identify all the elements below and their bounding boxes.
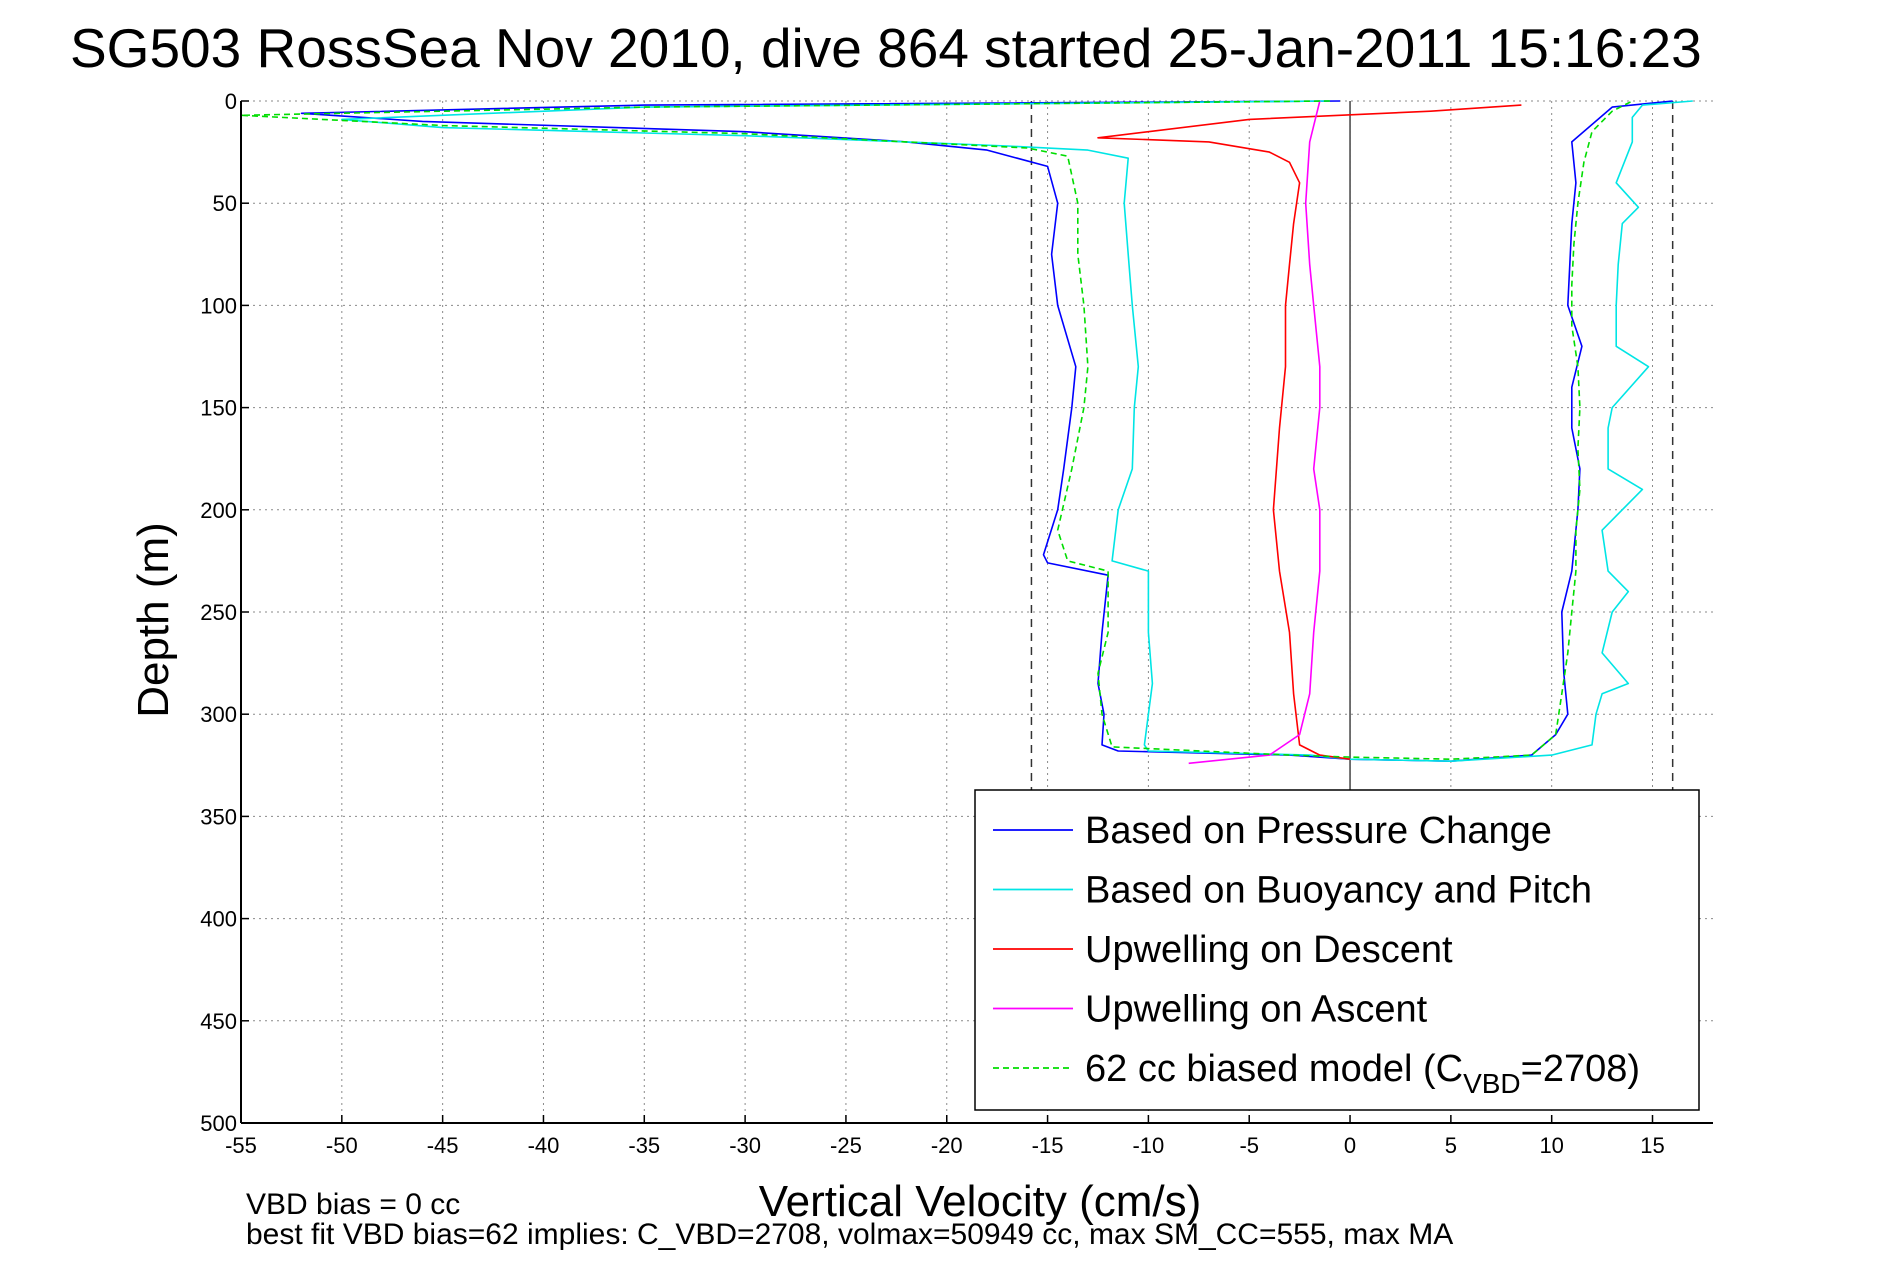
y-tick-labels: 0 50 100 150 200 250 300 350 400 450 500 [200, 89, 237, 1136]
x-tick-label: 5 [1445, 1133, 1457, 1158]
x-tick-label: -45 [427, 1133, 459, 1158]
y-tick-label: 200 [200, 498, 237, 523]
axes-frame [240, 100, 1713, 1124]
reference-lines [1030, 101, 1674, 796]
series-lines [240, 100, 1693, 765]
x-tick-label: -35 [628, 1133, 660, 1158]
series-line-3 [1097, 104, 1522, 760]
y-tick-label: 150 [200, 396, 237, 421]
annotation-best-fit: best fit VBD bias=62 implies: C_VBD=2708… [246, 1218, 1453, 1251]
y-tick-label: 500 [200, 1111, 237, 1136]
series-line-1 [300, 100, 1673, 762]
legend-label-5: 62 cc biased model (CVBD=2708) [1085, 1048, 1640, 1099]
x-tick-label: -25 [830, 1133, 862, 1158]
x-axis-label: Vertical Velocity (cm/s) [759, 1177, 1202, 1226]
x-tick-label: -50 [326, 1133, 358, 1158]
chart-title: SG503 RossSea Nov 2010, dive 864 started… [70, 17, 1702, 79]
x-tick-label: -55 [225, 1133, 257, 1158]
y-tick-label: 0 [225, 89, 237, 114]
x-tick-label: -15 [1032, 1133, 1064, 1158]
x-tick-label: -40 [528, 1133, 560, 1158]
y-tick-label: 350 [200, 804, 237, 829]
y-tick-label: 50 [213, 191, 237, 216]
y-tick-label: 100 [200, 293, 237, 318]
y-tick-label: 250 [200, 600, 237, 625]
series-line-4 [1188, 100, 1321, 765]
legend: Based on Pressure Change Based on Buoyanc… [974, 789, 1700, 1111]
y-tick-label: 450 [200, 1009, 237, 1034]
series-line-5 [240, 100, 1633, 760]
x-tick-label: -10 [1132, 1133, 1164, 1158]
x-tick-label: -30 [729, 1133, 761, 1158]
legend-box [974, 789, 1700, 1111]
legend-label-1: Based on Pressure Change [1085, 810, 1552, 852]
annotation-vbd-bias: VBD bias = 0 cc [246, 1188, 460, 1221]
x-tick-label: 0 [1344, 1133, 1356, 1158]
series-line-2 [341, 100, 1693, 762]
x-tick-label: 10 [1539, 1133, 1563, 1158]
legend-label-3: Upwelling on Descent [1085, 929, 1453, 971]
x-tick-labels: -55 -50 -45 -40 -35 -30 -25 -20 -15 -10 -5 0 5 10 15 [225, 1133, 1665, 1158]
y-tick-label: 300 [200, 702, 237, 727]
x-tick-label: -5 [1239, 1133, 1259, 1158]
legend-label-4: Upwelling on Ascent [1085, 989, 1428, 1031]
y-tick-label: 400 [200, 907, 237, 932]
y-axis-label: Depth (m) [129, 522, 178, 718]
x-tick-label: -20 [931, 1133, 963, 1158]
legend-label-2: Based on Buoyancy and Pitch [1085, 870, 1592, 912]
x-tick-label: 15 [1640, 1133, 1664, 1158]
